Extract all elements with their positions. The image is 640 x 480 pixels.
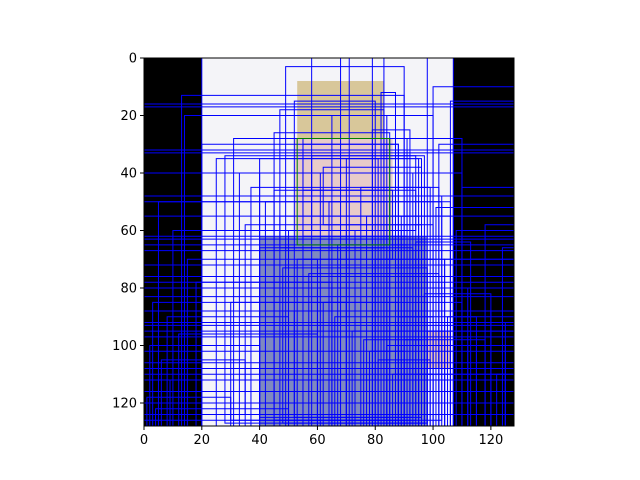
bounding-box [195,281,333,426]
y-tick-label: 40 [120,167,137,182]
y-tick-label: 120 [112,397,137,412]
x-tick-label: 20 [194,433,211,448]
y-tick-label: 60 [120,224,137,239]
bounding-box [144,322,514,426]
bounding-box [172,230,304,426]
bounding-box [394,138,454,426]
axes-frame [143,57,515,427]
bounding-box [322,166,422,226]
bounding-box [311,155,417,231]
bounding-box [279,109,385,249]
x-tick-label: 60 [309,433,326,448]
bounding-box [166,316,290,426]
bounding-box [302,189,394,260]
bounding-box [371,129,411,426]
bounding-box [144,276,514,426]
bounding-box [144,250,514,426]
x-tick-label: 100 [421,433,446,448]
bounding-box [447,316,514,426]
bounding-box [293,310,422,418]
bounding-box [144,379,514,426]
highlight-layer [296,138,391,246]
bounding-box [144,391,514,426]
bounding-box [484,224,514,426]
bounding-box [144,103,514,108]
y-tick-label: 100 [112,339,137,354]
bounding-box [435,207,514,426]
bounding-box [461,186,514,426]
bounding-box [144,195,514,426]
bounding-box [144,336,514,426]
highlight-box [296,138,391,246]
bounding-box [467,287,514,426]
bounding-box [144,149,514,154]
bounding-box [144,362,514,426]
x-axis-ticks: 0 20 40 60 80 100 120 [140,426,503,448]
bounding-box [449,100,514,426]
y-tick-label: 80 [120,282,137,297]
bounding-box [285,66,405,426]
x-tick-label: 80 [367,433,384,448]
bounding-box [475,345,514,426]
bounding-box [282,267,428,424]
bounding-box [144,264,514,426]
y-tick-label: 0 [129,52,137,67]
image-region-face [294,138,393,248]
bounding-box [144,402,514,426]
bounding-box [144,350,514,426]
plot-area [144,58,514,426]
bounding-box [144,296,514,426]
bounding-box [230,301,399,421]
bounding-box [438,143,514,426]
x-tick-label: 120 [478,433,503,448]
bounding-box [331,115,388,426]
bounding-box [144,215,514,426]
x-tick-label: 0 [140,433,148,448]
bounding-box [444,258,514,426]
y-tick-label: 20 [120,109,137,124]
y-axis-ticks: 0 20 40 60 80 100 120 [112,52,144,412]
boxes-layer [144,58,514,426]
x-tick-label: 40 [251,433,268,448]
